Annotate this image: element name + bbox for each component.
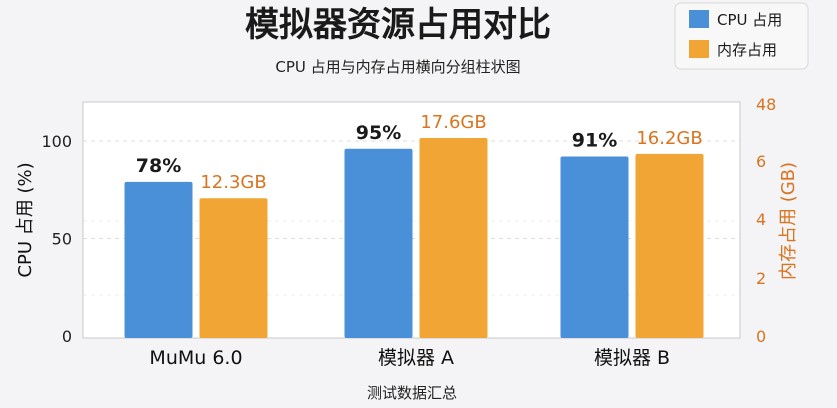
data-label-memory: 12.3GB	[200, 172, 266, 193]
legend: CPU 占用 内存占用	[674, 2, 809, 70]
chart-subtitle: CPU 占用与内存占用横向分组柱状图	[275, 58, 520, 76]
data-label-memory: 17.6GB	[420, 112, 486, 133]
data-label-cpu: 91%	[572, 130, 617, 152]
left-axis-ticks: 0 50 100	[41, 132, 72, 346]
bar-memory	[419, 138, 488, 338]
y-left-tick-label: 50	[52, 230, 72, 249]
y-right-tick-label: 0	[756, 327, 766, 346]
data-label-cpu: 78%	[136, 155, 181, 177]
category-label: 模拟器 B	[594, 347, 670, 369]
plot-border	[82, 101, 741, 339]
y-right-tick-label: 6	[756, 152, 766, 171]
data-label-cpu: 95%	[356, 122, 401, 144]
y-left-tick-label: 100	[41, 132, 72, 151]
x-axis-label: 测试数据汇总	[367, 384, 457, 402]
legend-swatch-memory	[689, 40, 709, 58]
legend-swatch-cpu	[689, 10, 709, 28]
y-right-tick-label: 48	[756, 95, 776, 114]
bar-memory	[199, 198, 268, 338]
y-axis-right-label: 内存占用 (GB)	[778, 162, 799, 280]
category-label: 模拟器 A	[378, 347, 454, 369]
bar-memory	[635, 153, 704, 338]
bars: 78% 12.3GB 95% 17.6GB 91% 16.2GB	[124, 112, 704, 338]
bar-cpu	[560, 156, 629, 338]
category-label: MuMu 6.0	[149, 347, 242, 369]
category-labels: MuMu 6.0 模拟器 A 模拟器 B	[149, 347, 670, 369]
data-label-memory: 16.2GB	[636, 128, 702, 149]
chart-title: 模拟器资源占用对比	[245, 5, 551, 45]
y-axis-left-label: CPU 占用 (%)	[15, 162, 36, 277]
legend-label-memory: 内存占用	[717, 41, 777, 59]
bar-cpu	[344, 148, 413, 338]
y-right-tick-label: 4	[756, 210, 766, 229]
legend-label-cpu: CPU 占用	[717, 11, 782, 29]
y-left-tick-label: 0	[62, 327, 72, 346]
bar-cpu	[124, 181, 193, 338]
y-right-tick-label: 2	[756, 269, 766, 288]
right-axis-ticks: 0 2 4 6 48	[756, 95, 776, 346]
